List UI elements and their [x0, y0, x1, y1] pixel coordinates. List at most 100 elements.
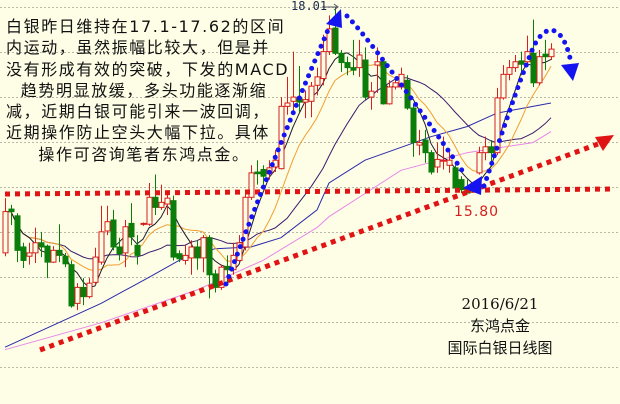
- candle: [428, 150, 435, 175]
- chart-title: 国际白银日线图: [447, 339, 553, 357]
- candle-body-up: [494, 97, 501, 154]
- candle: [140, 222, 147, 226]
- candle-body-up: [158, 201, 165, 208]
- candle: [182, 245, 189, 265]
- candle-body-up: [320, 51, 327, 80]
- candle: [542, 39, 549, 71]
- candle-body-up: [356, 54, 363, 69]
- candle: [20, 242, 27, 269]
- candle-body-down: [518, 60, 525, 65]
- candle-body-down: [110, 219, 117, 248]
- candle-body-up: [122, 226, 129, 254]
- candle-body-down: [212, 273, 219, 288]
- commentary-line: 减，近期白银可能引来一波回调，: [6, 102, 271, 122]
- candle: [506, 60, 513, 81]
- candle: [56, 224, 63, 263]
- chart-brand: 东鸿点金: [469, 317, 530, 335]
- candle: [290, 51, 297, 115]
- candle-body-up: [98, 231, 105, 263]
- candle-body-down: [530, 52, 537, 84]
- chart-date: 2016/6/21: [461, 295, 539, 313]
- candle: [146, 182, 153, 226]
- candle: [188, 240, 195, 275]
- candle-body-down: [128, 222, 135, 238]
- candle: [8, 204, 15, 226]
- candle-body-up: [164, 197, 171, 205]
- candles: [2, 7, 555, 311]
- candle-body-up: [506, 67, 513, 75]
- candle-body-up: [314, 76, 321, 86]
- commentary-line: 趋势明显放缓，多头功能逐渐缩: [20, 80, 268, 100]
- candle: [104, 205, 111, 236]
- candle-body-down: [260, 169, 267, 177]
- candle: [308, 81, 315, 118]
- candle-body-down: [362, 59, 369, 98]
- candle-body-up: [326, 28, 333, 53]
- decline-arrow-icon: [463, 176, 482, 195]
- rally-arrow-icon: [326, 9, 342, 28]
- candle: [176, 250, 183, 263]
- candle-body-up: [2, 211, 9, 254]
- candle-body-up: [302, 99, 309, 103]
- commentary-line: 操作可咨询笔者东鸿点金。: [38, 144, 250, 164]
- high-price-label: 18.01: [291, 0, 328, 13]
- chart-caption: 2016/6/21 东鸿点金 国际白银日线图: [430, 293, 570, 359]
- candle: [44, 244, 51, 279]
- commentary-line: 白银昨日维持在17.1-17.62的区间: [6, 17, 286, 36]
- candle-body-down: [338, 52, 345, 64]
- candle-body-up: [284, 102, 291, 107]
- candle: [536, 49, 543, 86]
- candle-body-up: [140, 222, 147, 225]
- candle: [212, 269, 219, 293]
- candle-body-down: [20, 246, 27, 261]
- candle-body-up: [386, 86, 393, 105]
- candle: [92, 247, 99, 285]
- candle-body-up: [446, 159, 453, 166]
- candle-body-down: [542, 53, 549, 58]
- candle-body-up: [290, 96, 297, 102]
- candle-body-down: [56, 249, 63, 256]
- candle-body-down: [194, 246, 201, 259]
- candle: [476, 146, 483, 175]
- candle-body-up: [200, 237, 207, 259]
- candle-body-down: [206, 237, 213, 276]
- candle: [236, 235, 243, 263]
- pullback-arrow-icon: [561, 63, 579, 81]
- candle-body-up: [434, 158, 441, 168]
- rally-path-1: [223, 27, 331, 287]
- candle: [32, 227, 39, 263]
- candle: [134, 235, 141, 265]
- candle: [218, 264, 225, 290]
- candle: [404, 75, 411, 110]
- candle: [50, 246, 57, 263]
- candle: [302, 90, 309, 119]
- candle-body-down: [170, 200, 177, 258]
- candle-body-up: [392, 82, 399, 88]
- candle: [314, 67, 321, 96]
- candle: [62, 252, 69, 268]
- candle: [446, 151, 453, 173]
- candle: [86, 278, 93, 299]
- candle-body-down: [422, 139, 429, 154]
- low-price-label: 15.80: [454, 204, 500, 220]
- decline-path: [344, 13, 469, 179]
- high-pointer-arrow-icon: [322, 3, 339, 11]
- annotations: [4, 3, 616, 353]
- candle: [26, 242, 33, 265]
- candle: [362, 47, 369, 100]
- candle: [38, 231, 45, 258]
- candle-body-down: [134, 244, 141, 256]
- candle: [254, 160, 261, 185]
- candle-body-up: [218, 266, 225, 288]
- candle-body-up: [236, 242, 243, 261]
- candle: [482, 136, 489, 161]
- candle-body-up: [74, 286, 81, 304]
- candle: [116, 237, 123, 261]
- candle: [440, 136, 447, 170]
- candle: [320, 34, 327, 86]
- candle: [98, 205, 105, 265]
- candle: [14, 213, 21, 263]
- candle: [170, 195, 177, 261]
- candle: [356, 39, 363, 77]
